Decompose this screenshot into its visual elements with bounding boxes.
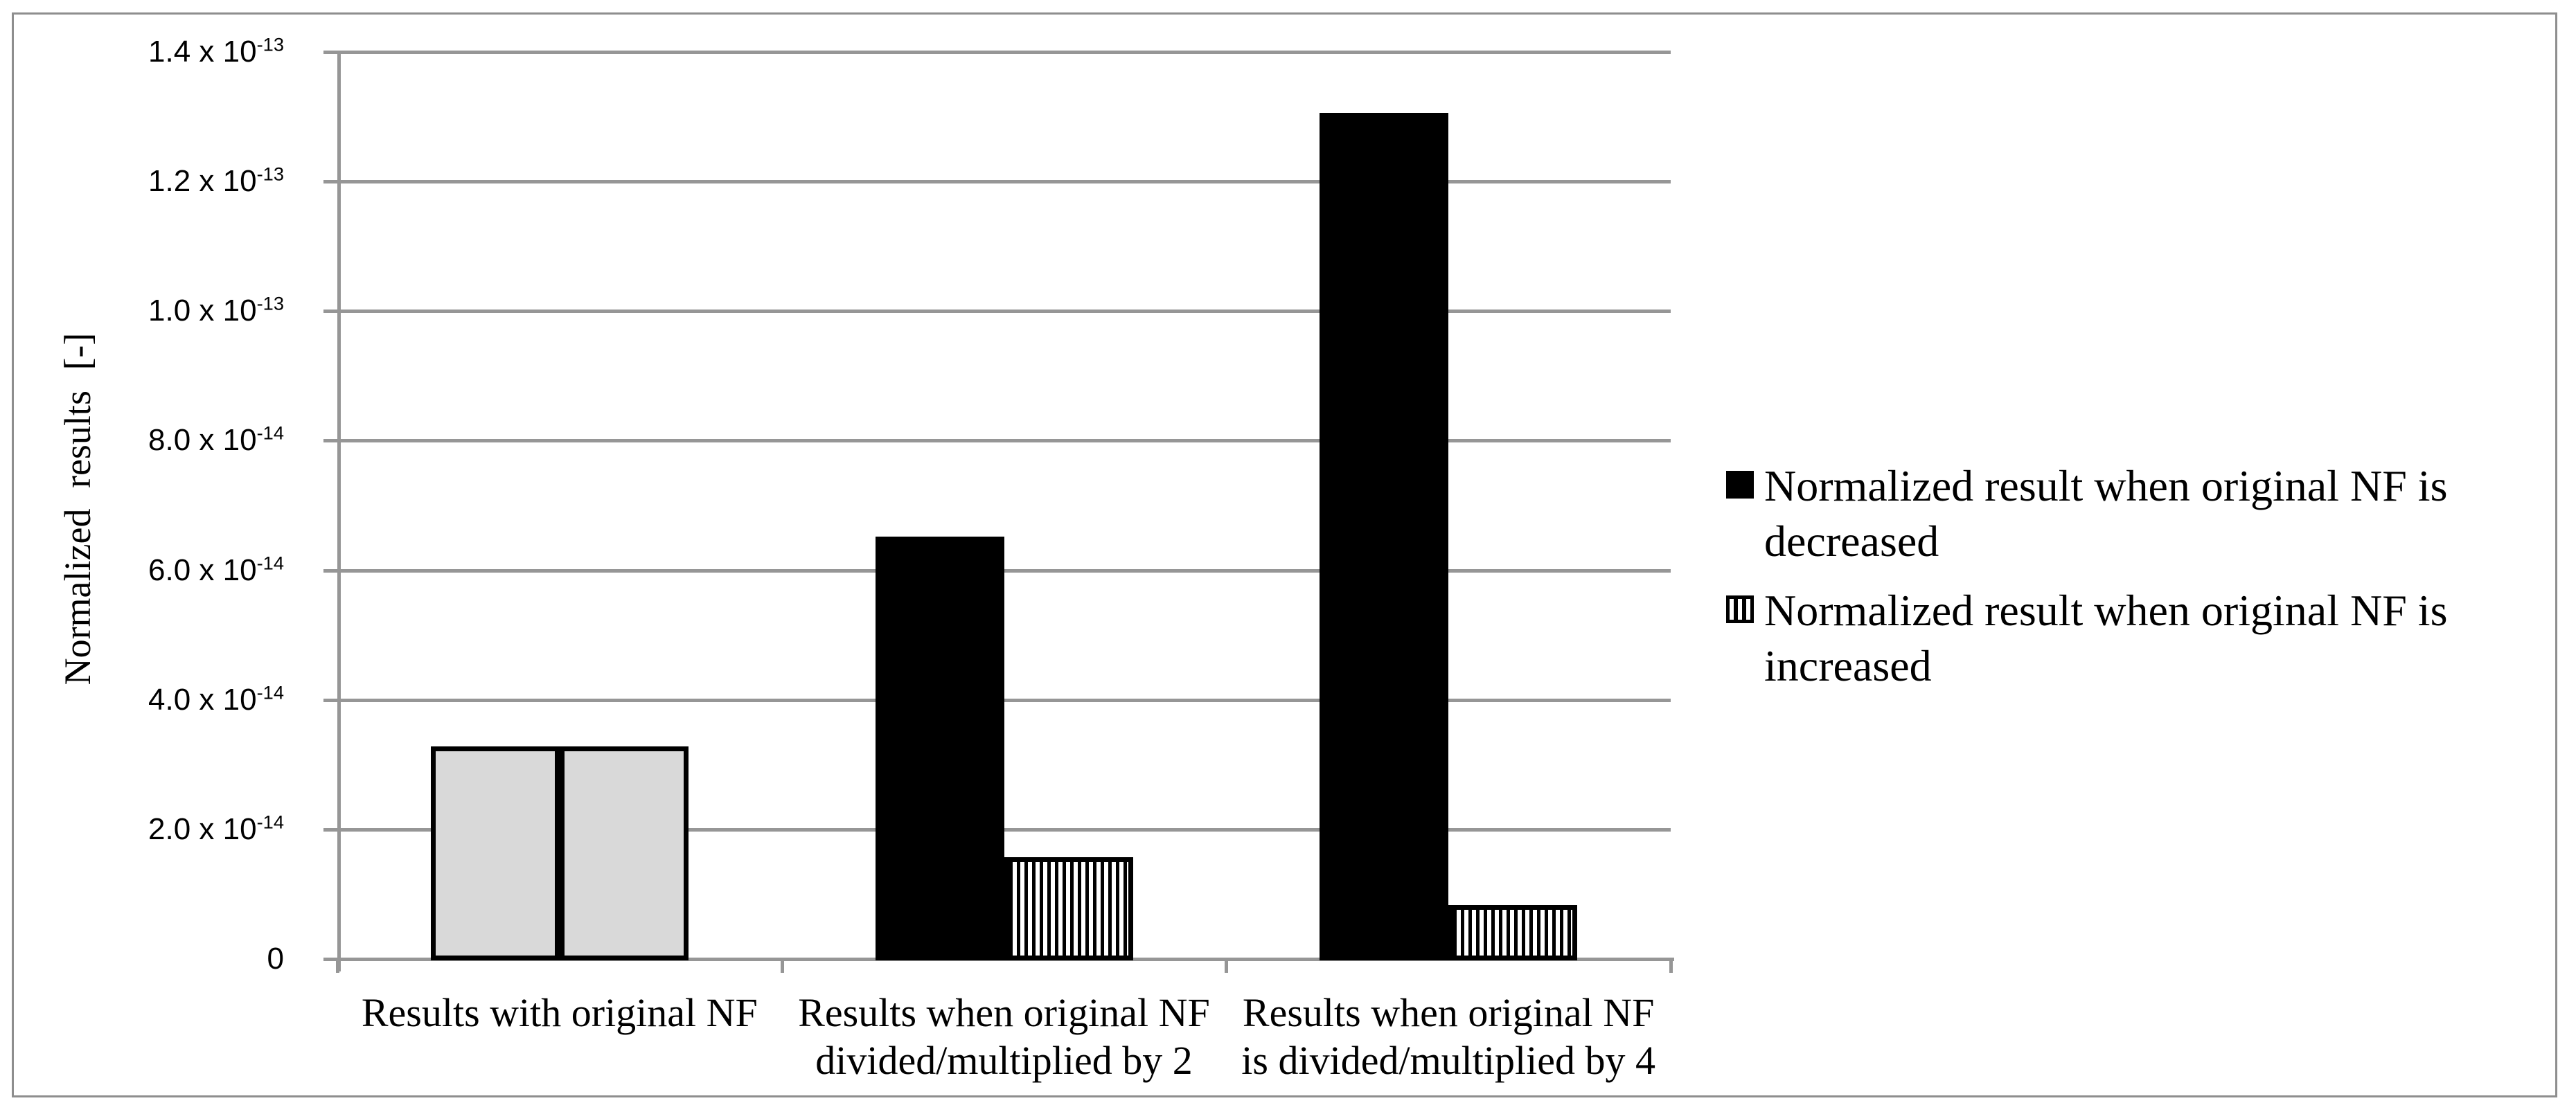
y-tick-label: 6.0 x 10-14	[148, 551, 284, 587]
x-tick	[336, 959, 339, 973]
y-tick-label: 8.0 x 10-14	[148, 422, 284, 458]
bar-decreased-cat1	[875, 536, 1004, 960]
y-tick-label: 1.0 x 10-13	[148, 292, 284, 328]
x-category-label: Results when original NF divided/multipli…	[762, 989, 1247, 1084]
x-tick	[1669, 959, 1673, 973]
legend-item-label: Normalized result when original NF is inc…	[1764, 583, 2561, 694]
y-tick-label: 1.2 x 10-13	[148, 163, 284, 199]
y-tick-label: 4.0 x 10-14	[148, 681, 284, 717]
x-tick	[780, 959, 784, 973]
y-axis-line	[337, 52, 341, 971]
bar-increased-cat2	[1448, 905, 1578, 960]
legend-marker-striped-icon	[1726, 595, 1754, 623]
x-category-label: Results when original NF is divided/multi…	[1206, 989, 1691, 1084]
x-category-label-line: is divided/multiplied by 4	[1241, 1038, 1655, 1083]
y-tick-label: 0	[267, 942, 284, 976]
x-category-label-line: Results when original NF	[1242, 990, 1655, 1035]
y-tick-label: 1.4 x 10-13	[148, 33, 284, 69]
legend-label-line: Normalized result when original NF is	[1764, 461, 2448, 510]
legend-label-line: increased	[1764, 641, 1932, 690]
x-category-label-line: Results when original NF	[798, 990, 1210, 1035]
legend-label-line: decreased	[1764, 517, 1939, 566]
gridline	[323, 310, 1671, 314]
bar-increased-cat0	[559, 746, 689, 960]
bar-decreased-cat2	[1320, 112, 1449, 960]
legend-item-label: Normalized result when original NF is dec…	[1764, 458, 2561, 569]
y-tick-label: 2.0 x 10-14	[148, 811, 284, 846]
bar-decreased-cat0	[430, 746, 560, 960]
figure-border	[12, 12, 2557, 1097]
gridline	[323, 439, 1671, 443]
x-category-label-line: divided/multiplied by 2	[815, 1038, 1193, 1083]
gridline	[323, 51, 1671, 54]
legend-marker-solid-icon	[1726, 471, 1754, 499]
x-category-label: Results with original NF	[317, 989, 802, 1037]
bar-increased-cat1	[1004, 857, 1133, 960]
x-category-label-line: Results with original NF	[361, 990, 758, 1035]
legend-label-line: Normalized result when original NF is	[1764, 586, 2448, 635]
gridline	[323, 180, 1671, 184]
x-tick	[1225, 959, 1229, 973]
